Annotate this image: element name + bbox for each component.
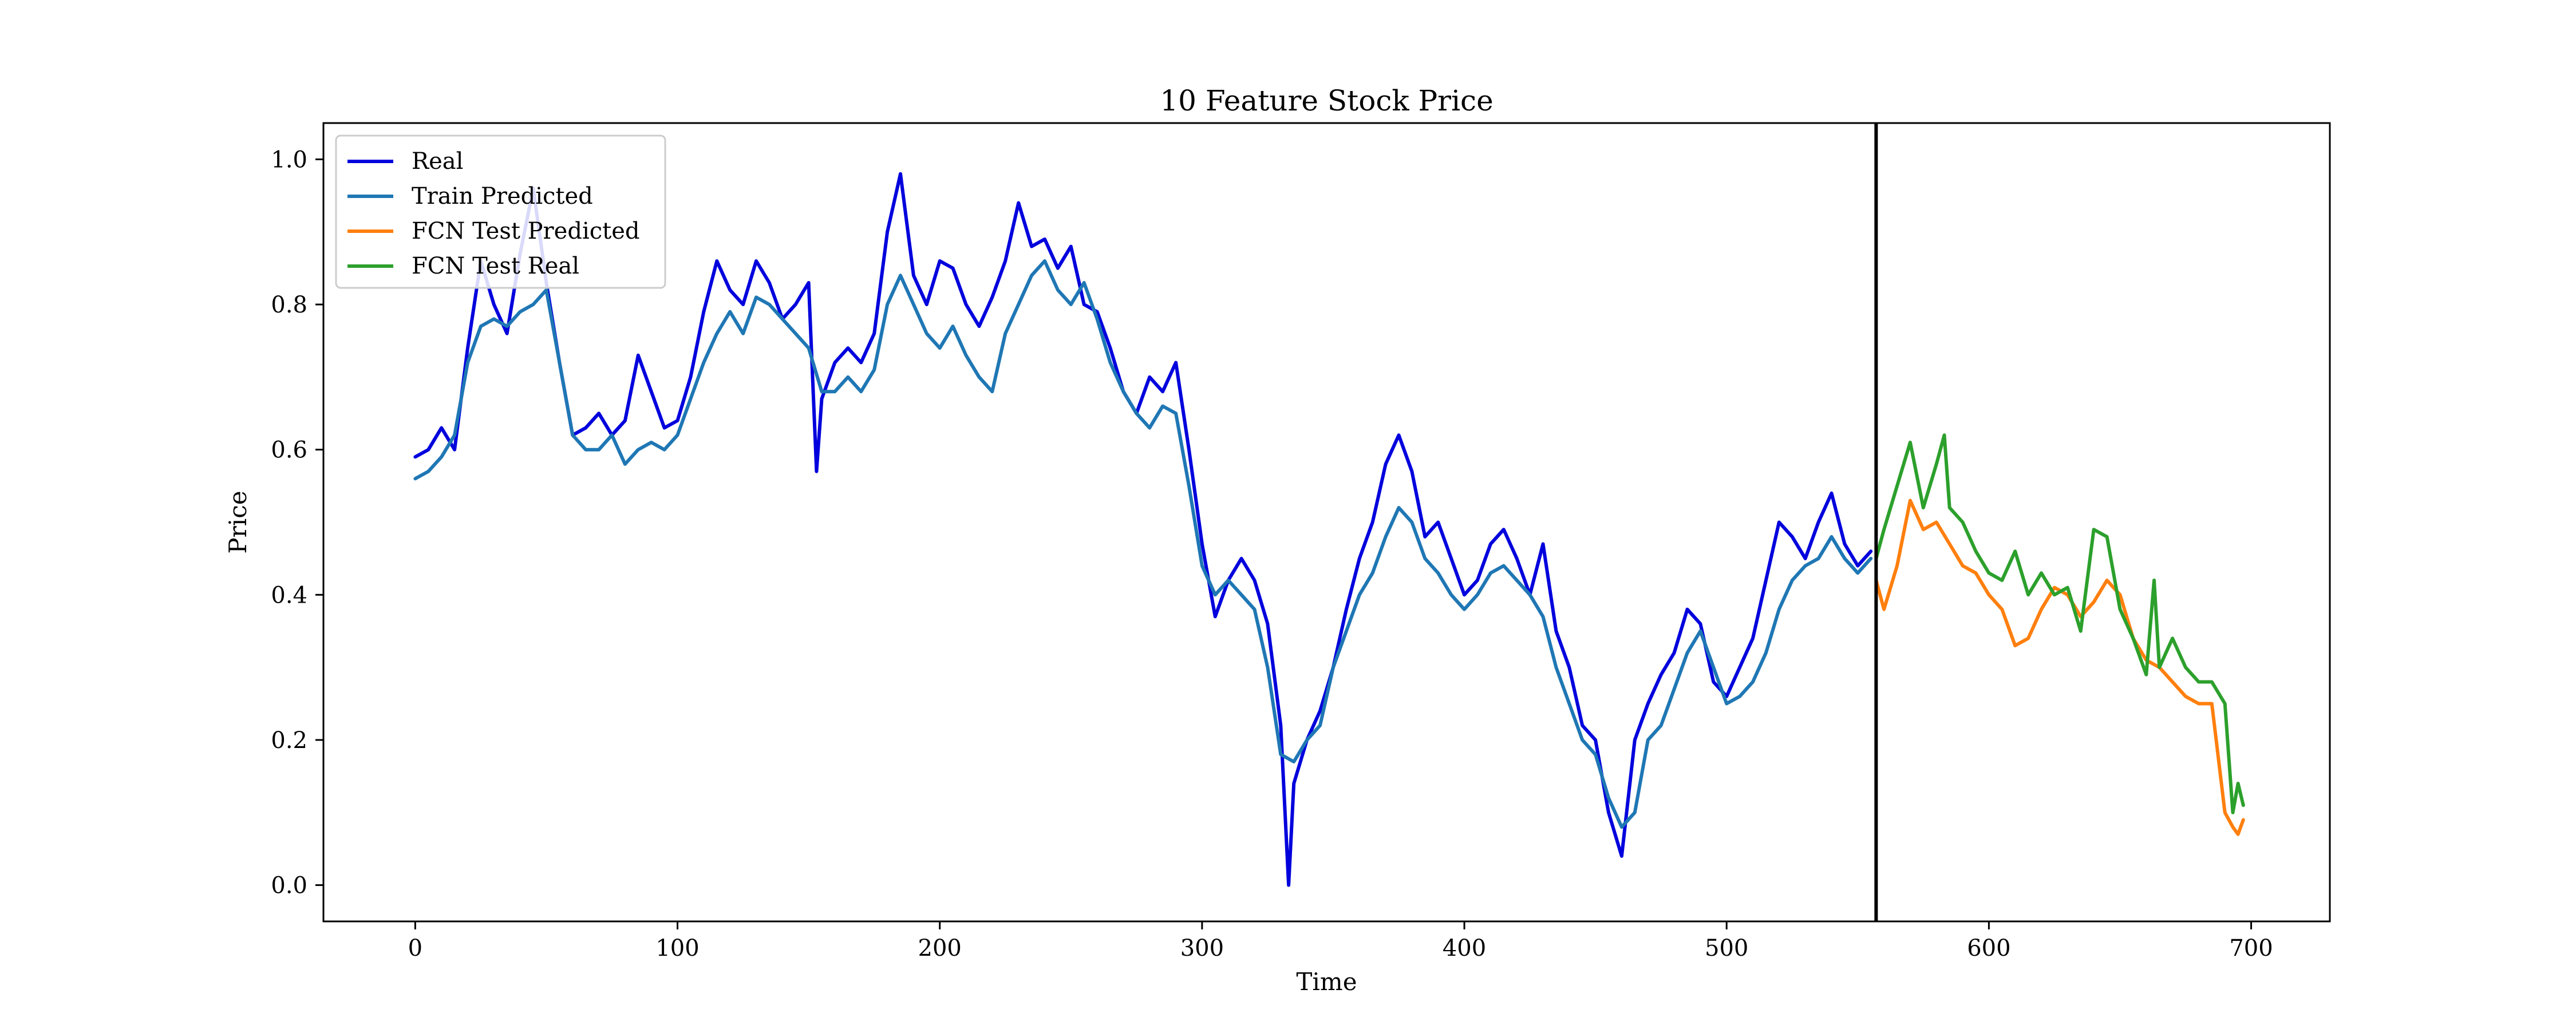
x-tick-label: 100	[655, 935, 699, 961]
y-axis-label: Price	[224, 490, 252, 553]
y-tick-label: 0.8	[271, 292, 307, 318]
x-tick-label: 700	[2229, 935, 2273, 961]
x-tick-label: 400	[1443, 935, 1486, 961]
x-tick-label: 600	[1967, 935, 2010, 961]
plot-frame	[322, 122, 2331, 923]
x-axis-label: Time	[1296, 968, 1357, 996]
legend-label: FCN Test Predicted	[412, 218, 640, 244]
legend-box	[335, 134, 666, 289]
x-tick-label: 0	[408, 935, 422, 961]
x-tick-label: 300	[1180, 935, 1224, 961]
y-ticks: 0.0 0.2 0.4 0.6 0.8 1.0	[271, 147, 323, 899]
legend-label: FCN Test Real	[412, 253, 579, 279]
legend-label: Real	[412, 148, 463, 175]
x-tick-label: 200	[918, 935, 962, 961]
y-tick-label: 0.0	[271, 873, 307, 899]
series-line-2	[413, 259, 1873, 829]
y-tick-label: 0.2	[271, 727, 307, 754]
series-line-4	[1874, 433, 2245, 814]
chart-title: 10 Feature Stock Price	[1160, 84, 1493, 117]
series-line-1	[413, 172, 1873, 887]
x-tick-label: 500	[1705, 935, 1748, 961]
series-line-3	[1874, 498, 2245, 836]
legend: Real Train Predicted FCN Test Predicted FCN…	[335, 134, 666, 289]
legend-label: Train Predicted	[412, 183, 593, 209]
y-tick-label: 0.4	[271, 582, 307, 608]
x-ticks: 0 100 200 300 400 500 600 700	[408, 921, 2273, 961]
y-tick-label: 0.6	[271, 437, 307, 464]
series-layer	[413, 172, 2245, 887]
y-tick-label: 1.0	[271, 147, 307, 173]
